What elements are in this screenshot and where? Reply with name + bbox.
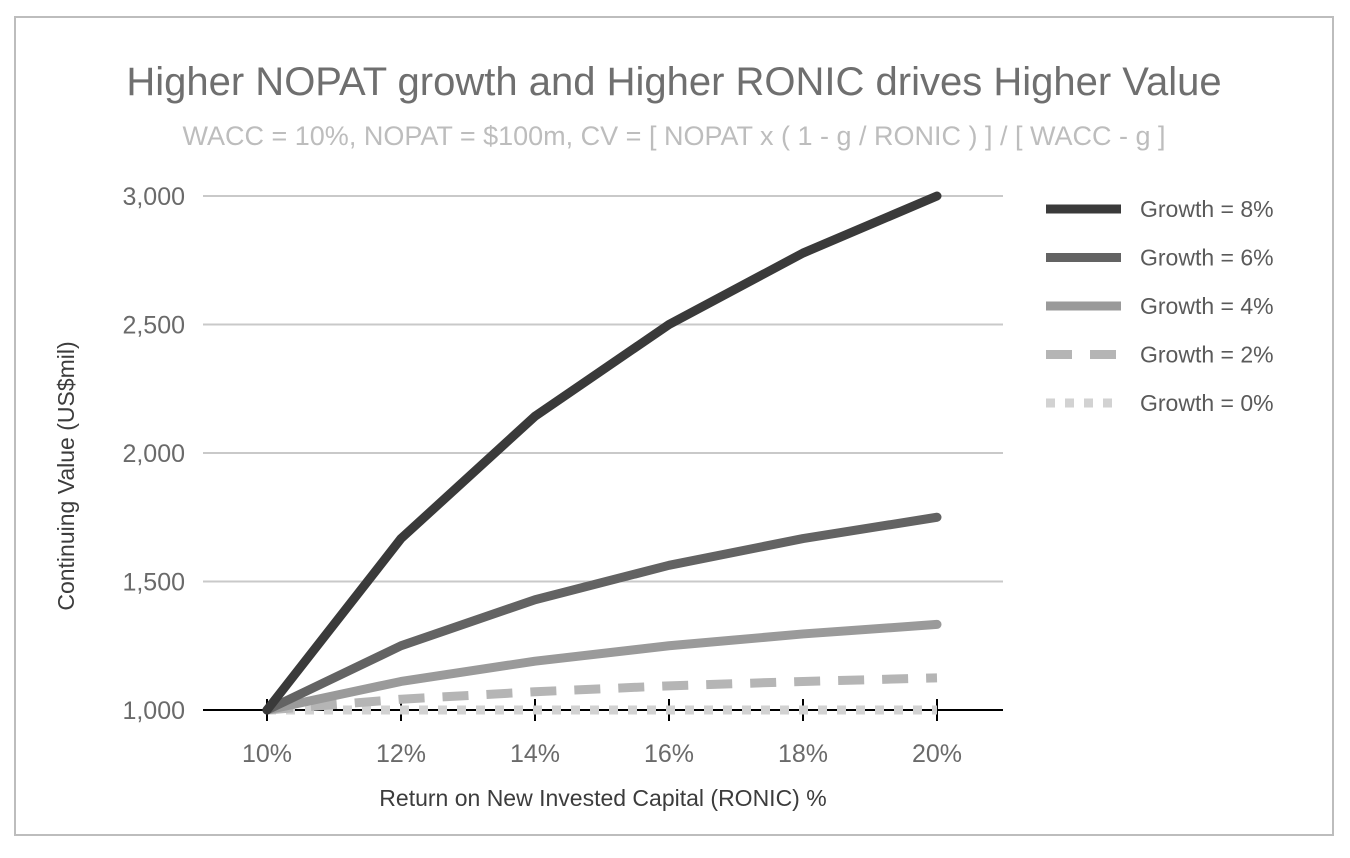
legend-label: Growth = 8%	[1140, 196, 1274, 222]
y-tick-label: 2,000	[122, 440, 185, 468]
chart-title: Higher NOPAT growth and Higher RONIC dri…	[126, 60, 1221, 104]
y-tick-label: 1,000	[122, 697, 185, 725]
x-axis: 10% 12% 14% 16% 18% 20%	[203, 699, 1003, 768]
x-axis-title: Return on New Invested Capital (RONIC) %	[379, 785, 826, 811]
chart-frame	[14, 16, 1334, 836]
legend: Growth = 8% Growth = 6% Growth = 4% Growth …	[1046, 196, 1274, 416]
series-line-2pct	[266, 673, 938, 715]
legend-label: Growth = 4%	[1140, 293, 1274, 319]
legend-label: Growth = 6%	[1140, 245, 1274, 271]
chart-subtitle: WACC = 10%, NOPAT = $100m, CV = [ NOPAT …	[183, 121, 1166, 151]
x-tick-label: 18%	[778, 740, 828, 768]
x-tick-label: 14%	[510, 740, 560, 768]
series-lines	[262, 191, 942, 715]
y-axis-ticks: 1,000 1,500 2,000 2,500 3,000	[122, 183, 185, 725]
x-tick-label: 16%	[644, 740, 694, 768]
series-line-4pct	[262, 619, 942, 715]
x-tick-label: 20%	[912, 740, 962, 768]
y-tick-label: 2,500	[122, 312, 185, 340]
x-tick-label: 10%	[242, 740, 292, 768]
y-tick-label: 3,000	[122, 183, 185, 211]
y-tick-label: 1,500	[122, 569, 185, 597]
y-axis-title: Continuing Value (US$mil)	[53, 341, 79, 610]
legend-label: Growth = 0%	[1140, 390, 1274, 416]
series-line-8pct	[262, 191, 942, 715]
legend-label: Growth = 2%	[1140, 342, 1274, 368]
series-line-6pct	[262, 512, 942, 715]
x-tick-label: 12%	[376, 740, 426, 768]
